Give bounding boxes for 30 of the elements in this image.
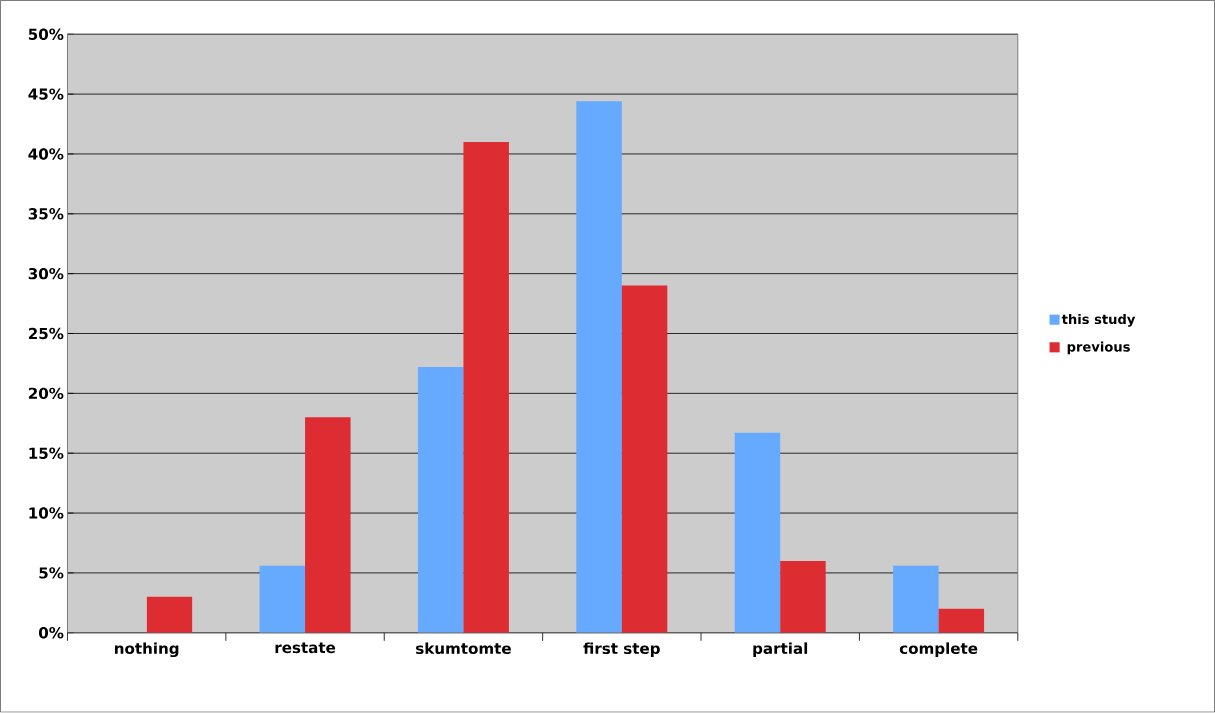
bar [576,101,622,633]
y-tick-label: 10% [29,507,64,520]
x-tick-label: complete [899,642,978,658]
y-tick-label: 0% [38,627,64,639]
bar [146,597,193,633]
x-tick-label: partial [753,642,808,658]
bar [780,561,826,633]
y-tick-label: 25% [28,328,64,340]
y-tick-label: 20% [28,387,64,400]
bar [417,367,464,633]
bar [893,565,939,633]
x-tick-label: skumtomte [416,642,511,655]
y-tick-label: 50% [28,28,64,41]
x-tick-label: nothing [115,642,179,658]
y-tick-label: 40% [28,148,64,160]
x-tick-label: restate [275,642,336,654]
bar [621,285,668,633]
bar [305,417,351,633]
x-tick-label: first step [583,642,660,658]
y-tick-label: 5% [39,567,64,579]
legend-label: this study [1061,314,1136,327]
y-tick-label: 45% [28,88,64,101]
y-tick-label: 30% [28,268,64,280]
bar [259,565,306,633]
y-tick-label: 35% [28,208,64,220]
y-tick-label: 15% [29,447,64,460]
legend-label: previous [1067,341,1130,355]
bar [734,433,781,633]
bar [463,142,509,633]
bar [938,609,985,633]
